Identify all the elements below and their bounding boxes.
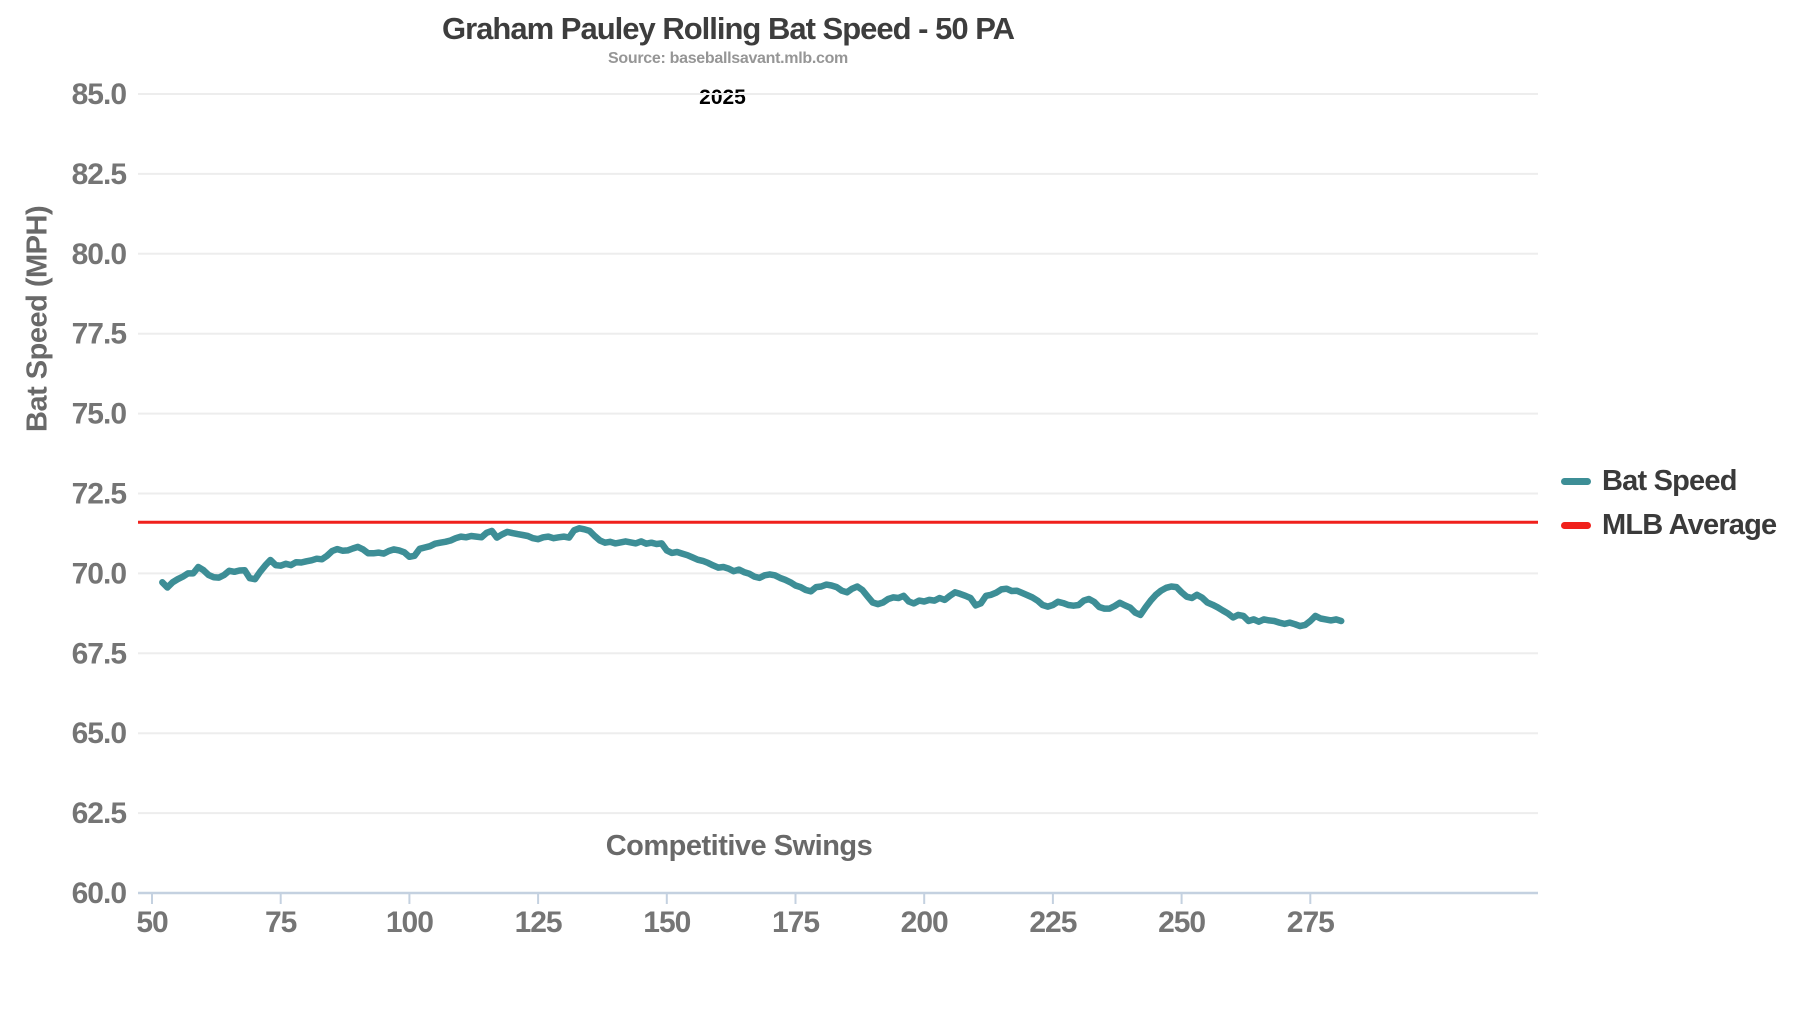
- x-tick-label: 150: [643, 906, 690, 939]
- y-tick-label: 62.5: [72, 797, 127, 830]
- y-tick-label: 67.5: [72, 637, 127, 670]
- y-tick-label: 75.0: [72, 398, 127, 431]
- legend-item-mlb-average: MLB Average: [1561, 505, 1777, 545]
- x-tick-label: 225: [1029, 906, 1076, 939]
- y-tick-label: 77.5: [72, 318, 127, 351]
- x-tick-label: 250: [1158, 906, 1205, 939]
- x-tick-label: 100: [386, 906, 433, 939]
- x-tick-label: 200: [901, 906, 948, 939]
- season-annotation: 2025: [699, 86, 746, 109]
- legend: Bat Speed MLB Average: [1561, 461, 1777, 545]
- x-tick-label: 50: [136, 906, 168, 939]
- x-tick-label: 175: [772, 906, 819, 939]
- legend-label-mlb-average: MLB Average: [1602, 508, 1777, 541]
- chart-subtitle: Source: baseballsavant.mlb.com: [608, 50, 848, 67]
- y-tick-label: 82.5: [72, 158, 127, 191]
- y-tick-label: 85.0: [72, 78, 127, 111]
- y-tick-label: 60.0: [72, 877, 127, 910]
- x-tick-label: 75: [265, 906, 297, 939]
- bat-speed-line: [159, 525, 1345, 630]
- y-tick-label: 72.5: [72, 478, 127, 511]
- x-tick-label: 275: [1287, 906, 1334, 939]
- chart-title: Graham Pauley Rolling Bat Speed - 50 PA: [442, 11, 1015, 46]
- legend-label-bat-speed: Bat Speed: [1602, 464, 1737, 497]
- y-tick-label: 70.0: [72, 557, 127, 590]
- y-tick-label: 65.0: [72, 717, 127, 750]
- x-tick-label: 125: [515, 906, 562, 939]
- legend-item-bat-speed: Bat Speed: [1561, 461, 1776, 501]
- mlb-average-line-swatch: [1561, 521, 1591, 529]
- bat-speed-line-swatch: [1561, 477, 1591, 485]
- y-tick-label: 80.0: [72, 238, 127, 271]
- x-axis-title: Competitive Swings: [605, 830, 873, 862]
